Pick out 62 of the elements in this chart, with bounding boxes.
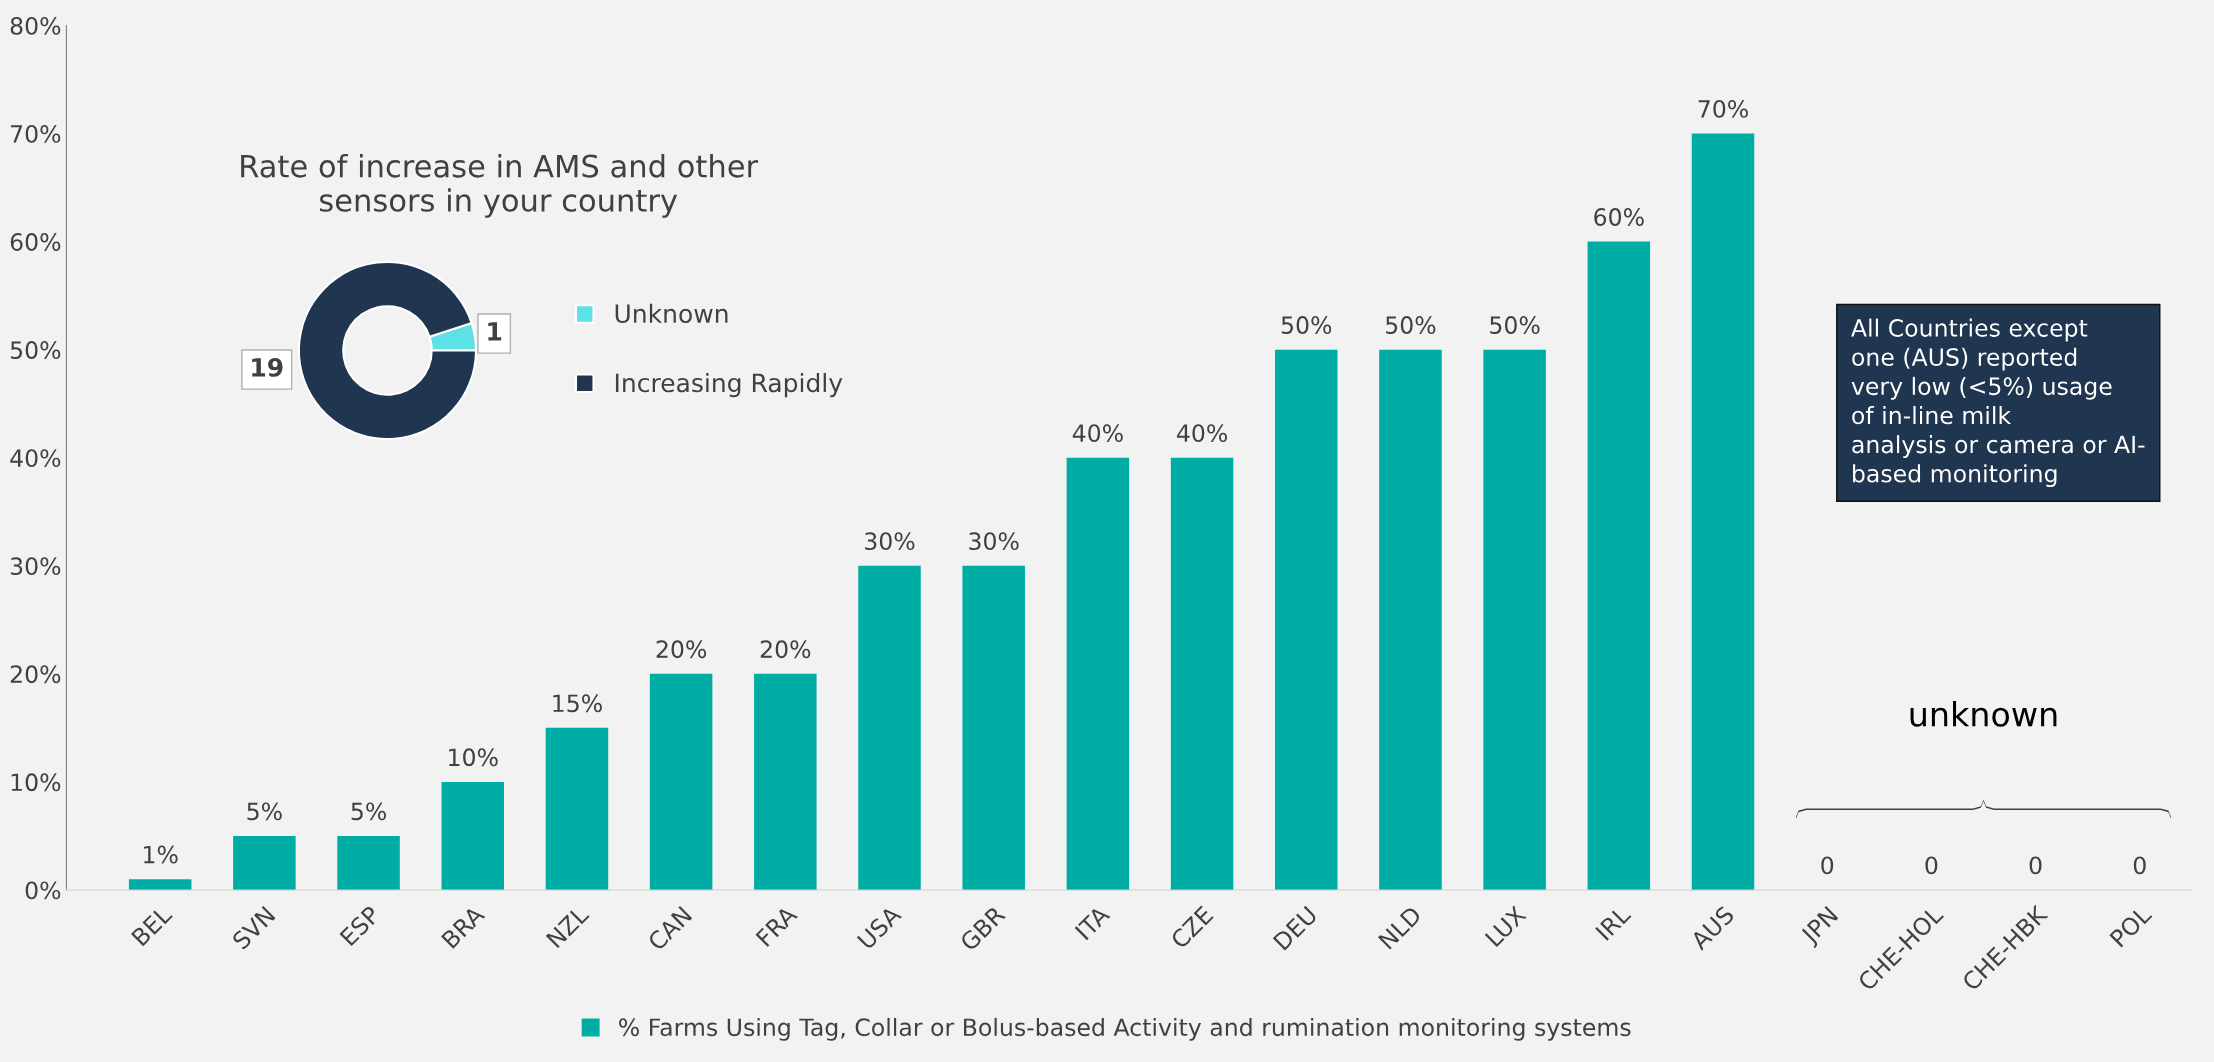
x-tick-label: POL: [2109, 904, 2153, 948]
text: 0: [2029, 856, 2042, 875]
text: 50%: [1386, 316, 1436, 334]
legend-label: % Farms Using Tag, Collar or Bolus-based Activity and rumination monitoring systems: [619, 1017, 1631, 1041]
x-tick-label: BRA: [441, 904, 486, 949]
bar: [1066, 457, 1130, 890]
y-tick-label: 30%: [10, 557, 61, 576]
y-tick-label: 60%: [10, 233, 61, 251]
chart-title: Rate of increase in AMS and other sensors in your country: [241, 153, 759, 218]
bar: [1587, 241, 1651, 890]
y-tick-label: 50%: [10, 341, 61, 359]
bar: [1275, 349, 1338, 890]
x-tick-label: USA: [856, 904, 903, 950]
text: 20%: [656, 640, 707, 659]
text: 40%: [1176, 424, 1228, 443]
bar: [233, 835, 296, 890]
annotation: unknown: [1910, 701, 2057, 727]
text: 30%: [865, 532, 915, 551]
x-tick-label: IRL: [1595, 904, 1632, 941]
bar: [1483, 349, 1546, 890]
y-tick-label: 40%: [10, 449, 61, 468]
text: 5%: [247, 802, 282, 821]
bar: [962, 565, 1025, 890]
text: 40%: [1072, 424, 1123, 443]
text: 0: [1821, 856, 1834, 875]
x-tick-label: ESP: [339, 904, 381, 947]
text: 70%: [1698, 100, 1748, 118]
bar: [1379, 349, 1442, 890]
annotation: All Countries except one (AUS) reported very low (<5%) usage of in-line milk analysis or camera or AI- based monitoring: [1851, 318, 2145, 488]
text: 0: [1925, 856, 1938, 875]
y-tick-label: 70%: [11, 124, 61, 143]
x-tick-label: ITA: [1074, 904, 1111, 941]
y-tick-label: 0%: [25, 881, 61, 900]
bar: [545, 727, 609, 890]
legend-label: Unknown: [615, 303, 728, 324]
text: 5%: [351, 802, 386, 821]
bar: [754, 673, 817, 890]
text: 50%: [1490, 316, 1540, 334]
text: 1%: [144, 845, 178, 864]
bar: [1691, 133, 1755, 890]
bar: [441, 781, 505, 890]
text: 10%: [449, 748, 498, 767]
x-tick-label: BEL: [131, 904, 173, 947]
bar: [1170, 457, 1234, 890]
y-tick-label: 20%: [10, 665, 61, 684]
bar: [337, 835, 400, 890]
text: 30%: [969, 532, 1019, 551]
text: 50%: [1281, 316, 1332, 334]
y-tick-label: 10%: [11, 773, 61, 792]
data-label: 19: [252, 357, 283, 377]
text: 20%: [760, 640, 811, 659]
text: 60%: [1594, 208, 1644, 226]
bar: [649, 673, 713, 890]
text: 0: [2133, 856, 2146, 875]
legend-label: Increasing Rapidly: [615, 372, 843, 398]
bar: [128, 879, 192, 890]
text: 15%: [553, 694, 602, 713]
x-tick-label: FRA: [755, 904, 798, 947]
data-label: 1: [488, 322, 502, 341]
y-tick-label: 80%: [10, 16, 61, 35]
x-tick-label: NZL: [545, 904, 590, 949]
bar: [858, 565, 921, 890]
